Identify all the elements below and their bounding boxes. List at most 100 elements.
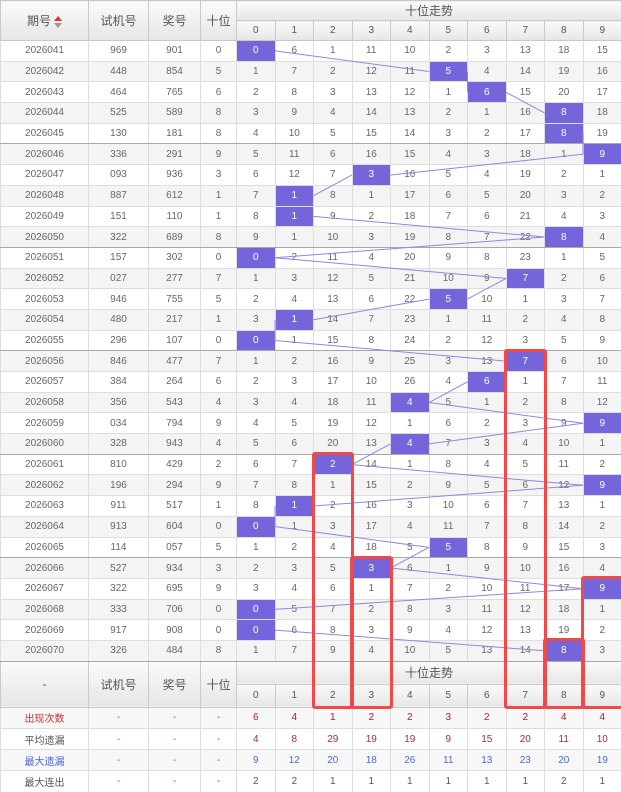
- trend-miss-cell: 7: [351, 308, 391, 331]
- trend-miss-cell: 9: [236, 226, 276, 248]
- trend-miss-cell: 8: [351, 329, 391, 352]
- footer-test-header: 试机号: [88, 660, 149, 708]
- stat-label: 最大连出: [0, 770, 89, 792]
- trend-miss-cell: 16: [505, 102, 545, 124]
- table-row: 2026063 911 517 1 8 1 2 16 3 10 6 7 13 1: [0, 495, 621, 517]
- trend-miss-cell: 7: [236, 184, 276, 207]
- trend-miss-cell: 6: [544, 350, 584, 372]
- stat-value-cell: 26: [390, 749, 430, 772]
- trend-miss-cell: 10: [582, 350, 621, 372]
- trend-miss-cell: 6: [313, 577, 353, 600]
- test-number-cell: 151: [88, 205, 149, 228]
- table-row: 2026050 322 689 8 9 1 10 3 19 8 7 22 8 4: [0, 226, 621, 248]
- trend-miss-cell: 16: [351, 143, 391, 166]
- trend-miss-cell: 23: [505, 246, 545, 269]
- prize-number-cell: 107: [148, 329, 201, 352]
- trend-hit-cell: 5: [428, 288, 468, 310]
- prize-number-cell: 936: [148, 164, 201, 186]
- trend-miss-cell: 2: [274, 246, 314, 269]
- trend-miss-cell: 18: [582, 102, 621, 124]
- tens-digit-cell: 8: [200, 226, 237, 248]
- trend-miss-cell: 19: [582, 122, 621, 145]
- stat-value-cell: 6: [236, 706, 276, 729]
- trend-miss-cell: 19: [544, 60, 584, 83]
- digit-column-header: 9: [582, 683, 621, 708]
- trend-miss-cell: 3: [236, 308, 276, 331]
- issue-cell: 2026061: [0, 453, 89, 476]
- digit-column-header: 9: [582, 20, 621, 41]
- stat-dash-cell: -: [200, 706, 237, 729]
- trend-miss-cell: 15: [582, 40, 621, 62]
- issue-cell: 2026063: [0, 495, 89, 517]
- digit-column-header: 7: [505, 683, 545, 708]
- prize-number-cell: 706: [148, 598, 201, 621]
- stat-row: 最大连出 - - -2 2 1 1 1 1 1 1 2 1: [0, 770, 621, 792]
- stat-value-cell: 19: [390, 727, 430, 751]
- trend-miss-cell: 4: [467, 60, 507, 83]
- issue-cell: 2026059: [0, 412, 89, 435]
- tens-digit-cell: 1: [200, 184, 237, 207]
- trend-miss-cell: 11: [544, 453, 584, 476]
- trend-miss-cell: 19: [313, 412, 353, 435]
- trend-miss-cell: 9: [582, 329, 621, 352]
- stat-value-cell: 11: [428, 749, 468, 772]
- trend-miss-cell: 15: [313, 329, 353, 352]
- trend-hit-cell: 9: [582, 577, 621, 600]
- issue-cell: 2026055: [0, 329, 89, 352]
- table-row: 2026058 356 543 4 3 4 18 11 4 5 1 2 8 12: [0, 391, 621, 414]
- trend-miss-cell: 5: [390, 536, 430, 559]
- trend-miss-cell: 6: [236, 453, 276, 476]
- trend-miss-cell: 3: [428, 350, 468, 372]
- stat-value-cell: 4: [544, 706, 584, 729]
- digit-column-header: 8: [544, 683, 584, 708]
- tens-digit-cell: 5: [200, 60, 237, 83]
- trend-miss-cell: 10: [313, 226, 353, 248]
- stat-value-cell: 4: [582, 706, 621, 729]
- trend-miss-cell: 7: [390, 577, 430, 600]
- stat-value-cell: 1: [390, 770, 430, 792]
- trend-miss-cell: 1: [274, 515, 314, 538]
- test-number-cell: 448: [88, 60, 149, 83]
- trend-miss-cell: 2: [351, 598, 391, 621]
- prize-number-cell: 943: [148, 433, 201, 455]
- trend-miss-cell: 7: [582, 288, 621, 310]
- prize-number-cell: 695: [148, 577, 201, 600]
- prize-number-cell: 908: [148, 619, 201, 641]
- table-row: 2026051 157 302 0 0 2 11 4 20 9 8 23 1 5: [0, 246, 621, 269]
- trend-miss-cell: 1: [467, 391, 507, 414]
- trend-miss-cell: 2: [582, 619, 621, 641]
- tens-digit-cell: 9: [200, 577, 237, 600]
- trend-miss-cell: 8: [467, 246, 507, 269]
- trend-hit-cell: 0: [236, 598, 276, 621]
- digit-column-header: 0: [236, 20, 276, 41]
- trend-miss-cell: 8: [236, 495, 276, 517]
- trend-miss-cell: 1: [313, 40, 353, 62]
- trend-hit-cell: 1: [274, 308, 314, 331]
- digit-column-header: 6: [467, 20, 507, 41]
- trend-miss-cell: 18: [544, 598, 584, 621]
- test-number-cell: 911: [88, 495, 149, 517]
- prize-number-cell: 612: [148, 184, 201, 207]
- trend-miss-cell: 1: [505, 288, 545, 310]
- prize-number-cell: 589: [148, 102, 201, 124]
- test-number-cell: 846: [88, 350, 149, 372]
- trend-miss-cell: 5: [428, 639, 468, 662]
- sort-icon[interactable]: [54, 15, 62, 28]
- stat-value-cell: 4: [274, 706, 314, 729]
- trend-miss-cell: 10: [428, 267, 468, 290]
- prize-number-cell: 291: [148, 143, 201, 166]
- tens-digit-cell: 6: [200, 81, 237, 104]
- trend-miss-cell: 7: [236, 474, 276, 497]
- stat-value-cell: 1: [428, 770, 468, 792]
- tens-digit-cell: 6: [200, 371, 237, 393]
- trend-miss-cell: 15: [351, 122, 391, 145]
- issue-column-header[interactable]: 期号: [0, 0, 89, 41]
- trend-miss-cell: 10: [428, 495, 468, 517]
- stat-value-cell: 1: [313, 770, 353, 792]
- trend-hit-cell: 9: [582, 474, 621, 497]
- trend-miss-cell: 12: [467, 619, 507, 641]
- trend-hit-cell: 9: [582, 143, 621, 166]
- trend-miss-cell: 3: [582, 639, 621, 662]
